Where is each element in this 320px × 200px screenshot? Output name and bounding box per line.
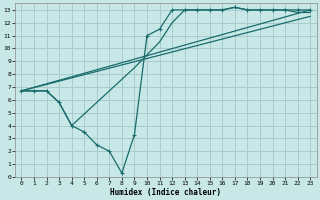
X-axis label: Humidex (Indice chaleur): Humidex (Indice chaleur)	[110, 188, 221, 197]
